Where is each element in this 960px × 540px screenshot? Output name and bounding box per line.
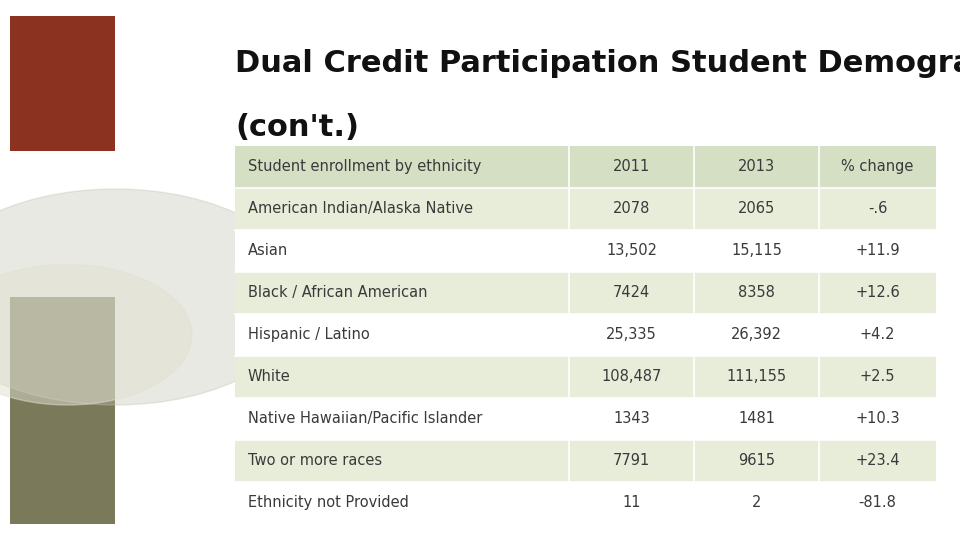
- Text: +4.2: +4.2: [860, 327, 896, 342]
- Text: Dual Credit Participation Student Demographics: Dual Credit Participation Student Demogr…: [235, 49, 960, 78]
- Text: 7791: 7791: [612, 453, 650, 468]
- Text: Two or more races: Two or more races: [248, 453, 382, 468]
- Text: 1343: 1343: [613, 411, 650, 426]
- Text: 25,335: 25,335: [606, 327, 657, 342]
- Text: 2011: 2011: [612, 159, 650, 174]
- Text: 15,115: 15,115: [732, 244, 782, 258]
- Text: (con't.): (con't.): [235, 113, 359, 143]
- Text: Asian: Asian: [248, 244, 288, 258]
- Text: 7424: 7424: [612, 285, 650, 300]
- Text: % change: % change: [841, 159, 914, 174]
- Text: Hispanic / Latino: Hispanic / Latino: [248, 327, 370, 342]
- Text: 2: 2: [752, 495, 761, 510]
- Text: 13,502: 13,502: [606, 244, 657, 258]
- Text: +23.4: +23.4: [855, 453, 900, 468]
- Text: +2.5: +2.5: [860, 369, 896, 384]
- Text: Student enrollment by ethnicity: Student enrollment by ethnicity: [248, 159, 481, 174]
- Text: 2078: 2078: [612, 201, 650, 217]
- Text: Ethnicity not Provided: Ethnicity not Provided: [248, 495, 409, 510]
- Text: -.6: -.6: [868, 201, 887, 217]
- Text: 26,392: 26,392: [732, 327, 782, 342]
- Text: 111,155: 111,155: [727, 369, 786, 384]
- Text: 2013: 2013: [738, 159, 775, 174]
- Text: White: White: [248, 369, 291, 384]
- Text: +10.3: +10.3: [855, 411, 900, 426]
- Text: +12.6: +12.6: [855, 285, 900, 300]
- Text: -81.8: -81.8: [858, 495, 897, 510]
- Text: Black / African American: Black / African American: [248, 285, 427, 300]
- Text: American Indian/Alaska Native: American Indian/Alaska Native: [248, 201, 472, 217]
- Text: 108,487: 108,487: [601, 369, 661, 384]
- Text: 8358: 8358: [738, 285, 775, 300]
- Text: 11: 11: [622, 495, 640, 510]
- Text: +11.9: +11.9: [855, 244, 900, 258]
- Text: 9615: 9615: [738, 453, 775, 468]
- Text: Native Hawaiian/Pacific Islander: Native Hawaiian/Pacific Islander: [248, 411, 482, 426]
- Text: 2065: 2065: [738, 201, 776, 217]
- Text: 1481: 1481: [738, 411, 775, 426]
